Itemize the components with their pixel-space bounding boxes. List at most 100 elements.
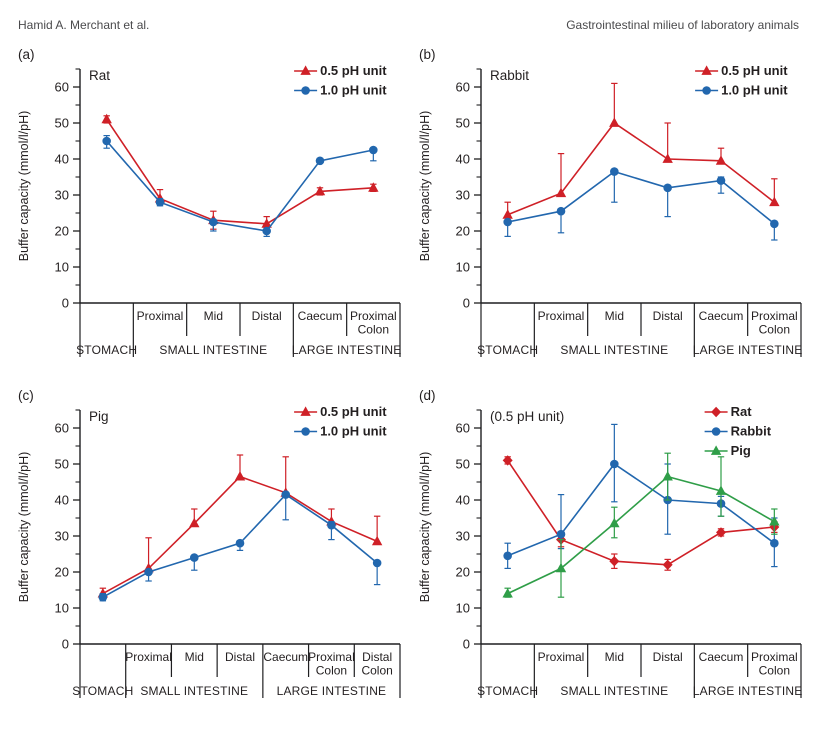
segment-label: Caecum (298, 309, 343, 323)
svg-text:30: 30 (456, 188, 470, 203)
segment-label: Proximal (538, 309, 585, 323)
svg-text:20: 20 (456, 224, 470, 239)
segment-label: Proximal (538, 650, 585, 664)
svg-text:40: 40 (55, 152, 69, 167)
region-label: SMALL INTESTINE (159, 343, 267, 357)
legend: 0.5 pH unit 1.0 pH unit (695, 63, 788, 98)
x-axis: Proximal Mid Distal Caecum Proximal Colon STOM… (76, 302, 402, 357)
panel-a: 0 10 20 30 40 50 60 Buffer capacity (mmol/l/pH)… (14, 42, 410, 379)
running-title: Gastrointestinal milieu of laboratory an… (566, 18, 799, 32)
svg-text:60: 60 (456, 80, 470, 95)
y-axis-label: Buffer capacity (mmol/l/pH) (17, 452, 31, 603)
segment-label: Distal (225, 650, 255, 664)
legend-label: Rat (731, 404, 753, 419)
svg-text:30: 30 (55, 188, 69, 203)
x-axis: Proximal Mid Distal Caecum Proximal ColonDist… (72, 643, 401, 698)
y-axis-label: Buffer capacity (mmol/l/pH) (418, 111, 432, 262)
panel-c: 0 10 20 30 40 50 60 Buffer capacity (mmol/l/pH)… (14, 383, 410, 720)
legend-label: 1.0 pH unit (320, 424, 387, 439)
svg-text:0: 0 (463, 296, 470, 311)
panel-c-chart: 0 10 20 30 40 50 60 Buffer capacity (mmol/l/pH)… (17, 388, 401, 698)
panel-d-chart: 0 10 20 30 40 50 60 Buffer capacity (mmol/l/pH)… (418, 388, 803, 698)
legend-label: 1.0 pH unit (721, 83, 788, 98)
segment-label: Proximal (137, 309, 184, 323)
series-1-0-ph-unit (503, 167, 779, 241)
segment-label: Caecum (699, 650, 744, 664)
panel-b-chart: 0 10 20 30 40 50 60 Buffer capacity (mmol/l/pH)… (418, 47, 803, 357)
segment-label: Proximal Colon (751, 650, 798, 678)
svg-text:60: 60 (55, 421, 69, 436)
segment-label: Distal (653, 309, 683, 323)
panel-title: Rat (89, 68, 110, 83)
panel-a-chart: 0 10 20 30 40 50 60 Buffer capacity (mmol/l/pH)… (17, 47, 402, 357)
x-axis: Proximal Mid Distal Caecum Proximal Colon STOM… (477, 302, 803, 357)
region-label: LARGE INTESTINE (693, 343, 803, 357)
svg-text:50: 50 (55, 457, 69, 472)
series-0-5-ph-unit (101, 113, 379, 230)
legend-label: 0.5 pH unit (320, 404, 387, 419)
segment-label: Proximal Colon (751, 309, 798, 337)
legend-label: Pig (731, 443, 751, 458)
svg-text:30: 30 (456, 529, 470, 544)
legend: Rat Rabbit Pig (704, 404, 772, 458)
legend: 0.5 pH unit 1.0 pH unit (294, 63, 387, 98)
segment-label: Proximal Colon (308, 650, 355, 678)
region-label: LARGE INTESTINE (292, 343, 402, 357)
svg-text:50: 50 (456, 457, 470, 472)
segment-label: Proximal (125, 650, 172, 664)
y-axis: 0 10 20 30 40 50 60 Buffer capacity (mmol/l/pH) (418, 409, 482, 652)
svg-text:10: 10 (55, 601, 69, 616)
segment-label: Mid (605, 650, 624, 664)
segment-label: Distal (252, 309, 282, 323)
y-axis: 0 10 20 30 40 50 60 Buffer capacity (mmol/l/pH) (17, 409, 81, 652)
svg-text:40: 40 (456, 152, 470, 167)
segment-label: Distal Colon (361, 650, 392, 678)
x-axis: Proximal Mid Distal Caecum Proximal Colon STOM… (477, 643, 803, 698)
region-label: STOMACH (76, 343, 137, 357)
svg-text:20: 20 (456, 565, 470, 580)
svg-text:40: 40 (55, 493, 69, 508)
svg-text:10: 10 (456, 601, 470, 616)
panel-letter: (d) (419, 388, 436, 403)
panel-title: Pig (89, 409, 109, 424)
legend-label: 1.0 pH unit (320, 83, 387, 98)
legend-label: Rabbit (731, 424, 772, 439)
svg-text:10: 10 (55, 260, 69, 275)
panel-letter: (b) (419, 47, 436, 62)
series-1-0-ph-unit (102, 134, 378, 237)
svg-text:40: 40 (456, 493, 470, 508)
series-pig (502, 452, 780, 598)
svg-text:0: 0 (62, 296, 69, 311)
segment-label: Mid (204, 309, 223, 323)
svg-text:60: 60 (55, 80, 69, 95)
legend-label: 0.5 pH unit (721, 63, 788, 78)
svg-text:0: 0 (62, 637, 69, 652)
panel-letter: (a) (18, 47, 35, 62)
svg-text:50: 50 (456, 116, 470, 131)
segment-label: Mid (185, 650, 204, 664)
panel-d: 0 10 20 30 40 50 60 Buffer capacity (mmol/l/pH)… (415, 383, 811, 720)
panel-b: 0 10 20 30 40 50 60 Buffer capacity (mmol/l/pH)… (415, 42, 811, 379)
panel-letter: (c) (18, 388, 34, 403)
running-author: Hamid A. Merchant et al. (18, 18, 150, 32)
running-header: Hamid A. Merchant et al. Gastrointestina… (14, 16, 803, 32)
panel-title: (0.5 pH unit) (490, 409, 564, 424)
segment-label: Caecum (699, 309, 744, 323)
legend-label: 0.5 pH unit (320, 63, 387, 78)
segment-label: Proximal Colon (350, 309, 397, 337)
segment-label: Distal (653, 650, 683, 664)
series-0-5-ph-unit (502, 82, 780, 223)
svg-text:60: 60 (456, 421, 470, 436)
region-label: SMALL INTESTINE (560, 684, 668, 698)
region-label: SMALL INTESTINE (560, 343, 668, 357)
svg-text:0: 0 (463, 637, 470, 652)
svg-text:20: 20 (55, 224, 69, 239)
series-1-0-ph-unit (98, 490, 382, 602)
svg-text:20: 20 (55, 565, 69, 580)
region-label: LARGE INTESTINE (277, 684, 387, 698)
svg-text:30: 30 (55, 529, 69, 544)
region-label: STOMACH (477, 684, 538, 698)
svg-text:50: 50 (55, 116, 69, 131)
region-label: LARGE INTESTINE (693, 684, 803, 698)
